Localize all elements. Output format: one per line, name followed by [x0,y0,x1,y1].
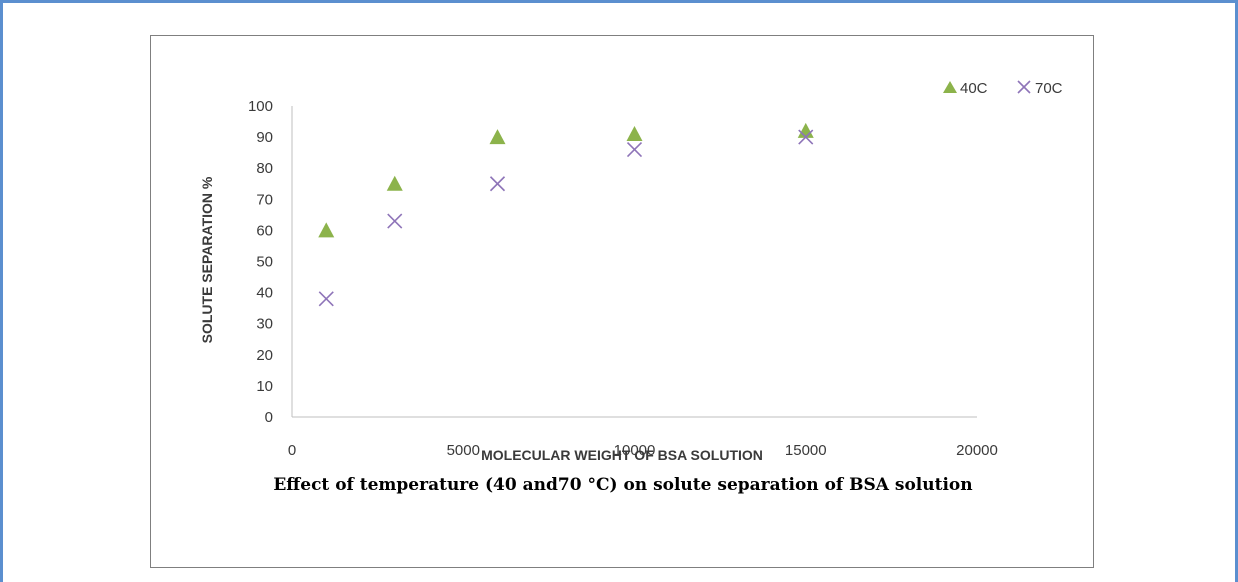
y-tick-label: 80 [256,160,273,177]
legend-label-70c: 70C [1035,80,1063,97]
point-40c [318,222,335,238]
x-tick-labels: 0 5000 10000 15000 20000 [288,442,998,459]
legend-marker-70c [1017,80,1031,94]
data-marks [318,122,814,307]
scatter-chart: 0 10 20 30 40 50 60 70 80 90 100 0 5000 10000 15000 20… [199,80,1063,463]
y-tick-label: 40 [256,285,273,302]
axes [291,106,977,418]
y-tick-label: 70 [256,191,273,208]
point-70c [489,176,506,192]
x-tick-label: 20000 [956,442,998,459]
point-70c [318,291,334,307]
point-40c [626,125,643,141]
y-tick-label: 60 [256,222,273,239]
point-40c [489,129,506,145]
y-tick-label: 50 [256,254,273,271]
x-axis-title: MOLECULAR WEIGHT OF BSA SOLUTION [481,447,763,463]
legend-label-40c: 40C [960,80,988,97]
figure-caption: Effect of temperature (40 and70 °C) on s… [273,475,973,495]
legend-marker-40c [943,81,957,93]
y-tick-label: 10 [256,378,273,395]
point-70c [626,141,643,158]
point-40c [386,175,403,191]
legend: 40C 70C [943,80,1063,97]
y-tick-label: 90 [256,129,273,146]
x-tick-label: 10000 [614,442,656,459]
point-70c [387,213,403,229]
y-tick-label: 20 [256,347,273,364]
y-tick-label: 30 [256,316,273,333]
figure-box: 0 10 20 30 40 50 60 70 80 90 100 0 5000 10000 15000 20… [150,35,1094,568]
y-tick-label: 0 [265,409,273,426]
y-axis-title: SOLUTE SEPARATION % [199,176,215,343]
y-tick-label: 100 [248,98,273,115]
x-tick-label: 5000 [447,442,480,459]
point-70c [798,129,814,145]
x-tick-label: 0 [288,442,296,459]
x-tick-label: 15000 [785,442,827,459]
y-tick-labels: 0 10 20 30 40 50 60 70 80 90 100 [248,98,273,426]
